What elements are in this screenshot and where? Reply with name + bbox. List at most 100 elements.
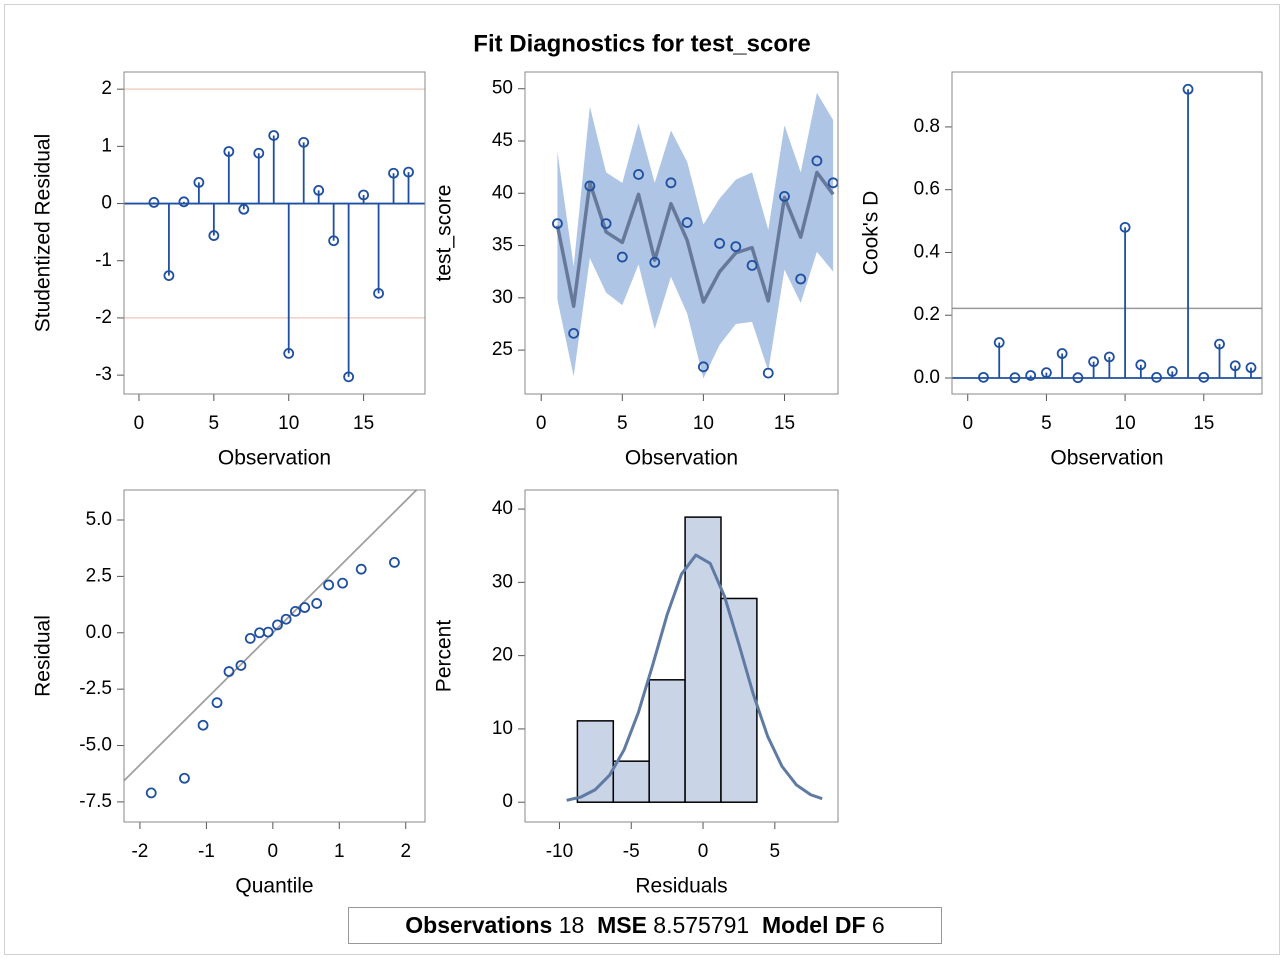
plot-frame — [951, 71, 1263, 395]
stats-box: Observations 18 MSE 8.575791 Model DF 6 — [348, 907, 942, 944]
histogram-bar — [612, 760, 650, 803]
y-axis-label: Percent — [433, 620, 456, 693]
x-tick-label: 0 — [536, 413, 547, 434]
qq-point — [179, 772, 190, 784]
needle-marker — [253, 147, 265, 159]
needle-marker — [1214, 338, 1225, 350]
x-axis-label: Residuals — [635, 875, 727, 898]
y-tick-label: 5.0 — [86, 509, 112, 530]
y-tick-label: 0.8 — [914, 116, 940, 137]
needle-marker — [1009, 372, 1021, 384]
observed-point — [779, 191, 790, 202]
observed-point — [616, 251, 628, 263]
stat-value: 6 — [871, 912, 885, 938]
y-tick-label: 0.2 — [914, 304, 940, 325]
needle-marker — [193, 176, 205, 188]
x-tick-label: 0 — [962, 413, 973, 434]
y-tick-label: 50 — [492, 78, 513, 99]
x-tick-label: -1 — [198, 841, 215, 862]
qq-point — [145, 787, 157, 799]
x-tick-label: 1 — [334, 841, 345, 862]
observed-point — [811, 155, 823, 167]
y-tick-label: -3 — [95, 364, 112, 385]
needle-marker — [163, 270, 175, 282]
x-tick-label: 5 — [1041, 413, 1052, 434]
y-tick-label: 40 — [492, 182, 513, 203]
chart-title: Fit Diagnostics for test_score — [473, 30, 810, 57]
x-tick-label: -10 — [546, 841, 573, 862]
y-tick-label: 35 — [492, 235, 513, 256]
observed-point — [568, 327, 580, 339]
y-tick-label: 0.0 — [86, 622, 112, 643]
x-tick-label: 0 — [698, 841, 709, 862]
y-tick-label: 1 — [101, 135, 112, 156]
x-axis-label: Observation — [625, 447, 738, 470]
y-tick-label: 30 — [492, 287, 513, 308]
y-tick-label: -5.0 — [79, 735, 112, 756]
observed-point — [665, 177, 677, 189]
needle-marker — [343, 371, 355, 383]
y-tick-label: 25 — [492, 339, 513, 360]
x-tick-label: 5 — [209, 413, 220, 434]
qq-point — [280, 613, 292, 625]
needle-marker — [1103, 351, 1115, 363]
x-tick-label: -5 — [623, 841, 640, 862]
plot-frame — [123, 71, 426, 395]
y-axis-label: Studentized Residual — [32, 134, 55, 332]
qq-point — [197, 719, 209, 731]
needle-marker — [1182, 83, 1194, 95]
qq-point — [223, 666, 235, 677]
needle-marker — [1151, 371, 1162, 383]
observed-point — [584, 180, 596, 192]
confidence-band — [557, 92, 834, 379]
qq-point — [299, 602, 311, 613]
needle-marker — [178, 196, 190, 208]
qq-point — [244, 633, 256, 644]
needle-marker — [373, 287, 384, 299]
y-tick-label: -7.5 — [79, 791, 112, 812]
y-tick-label: 0 — [502, 791, 513, 812]
y-tick-label: 30 — [492, 571, 513, 592]
needle-marker — [238, 203, 250, 215]
needle-marker — [268, 130, 280, 141]
x-tick-label: 10 — [693, 413, 714, 434]
x-tick-label: 5 — [770, 841, 781, 862]
y-tick-label: 40 — [492, 498, 513, 519]
x-tick-label: 0 — [268, 841, 279, 862]
qq-point — [355, 563, 367, 575]
plot-frame — [524, 489, 839, 823]
needle-marker — [1245, 362, 1257, 374]
x-tick-label: 2 — [400, 841, 411, 862]
x-axis-label: Observation — [1050, 447, 1163, 470]
x-tick-label: 5 — [617, 413, 628, 434]
plot-frame — [524, 71, 839, 395]
needle-marker — [328, 235, 340, 247]
needle-marker — [298, 136, 310, 148]
stat-label: MSE — [597, 912, 647, 938]
stat-value: 8.575791 — [653, 912, 750, 938]
qq-point — [323, 579, 335, 591]
y-axis-label: Cook's D — [860, 191, 883, 276]
needle-marker — [1041, 367, 1052, 379]
x-tick-label: 15 — [353, 413, 374, 434]
y-tick-label: 0.6 — [914, 179, 940, 200]
y-tick-label: 0.4 — [914, 241, 941, 262]
x-tick-label: 10 — [278, 413, 299, 434]
reference-line — [124, 490, 418, 782]
y-axis-label: test_score — [433, 185, 456, 282]
y-tick-label: -1 — [95, 250, 112, 271]
y-axis-label: Residual — [32, 615, 55, 697]
observed-point — [697, 361, 709, 373]
needle-marker — [1135, 359, 1147, 371]
y-tick-label: -2 — [95, 307, 112, 328]
page-frame — [4, 4, 1280, 955]
needle-marker — [1088, 356, 1100, 368]
needle-marker — [1119, 221, 1131, 233]
x-tick-label: 10 — [1115, 413, 1136, 434]
panel: 0 10 20 30 40 -10 -5 0 5 Residuals Percent — [433, 489, 839, 898]
panel: 0.0 0.2 0.4 0.6 0.8 0 5 10 15 Observation Cook's D — [860, 71, 1263, 470]
x-tick-label: 15 — [1193, 413, 1214, 434]
y-tick-label: 2 — [101, 78, 112, 99]
qq-point — [272, 619, 283, 631]
x-axis-label: Quantile — [235, 875, 313, 898]
